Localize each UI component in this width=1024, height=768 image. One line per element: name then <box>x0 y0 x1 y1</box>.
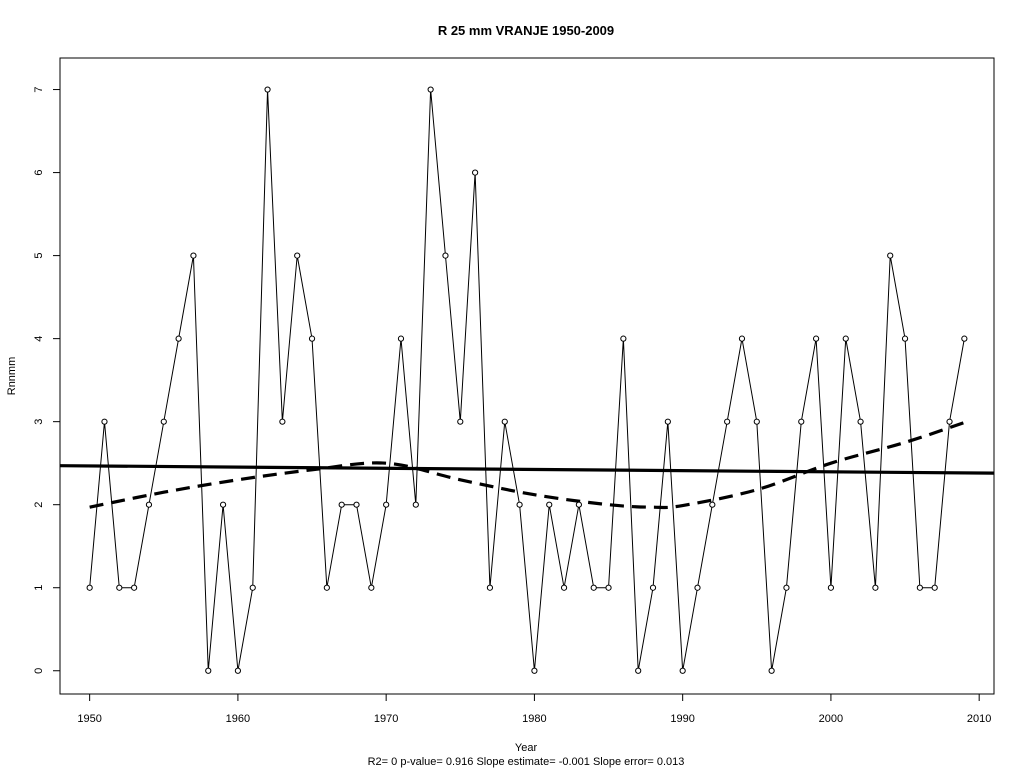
x-tick-label: 1960 <box>226 713 250 725</box>
y-tick-label: 6 <box>33 170 45 176</box>
linear-trend-line <box>59 464 995 475</box>
data-point <box>86 584 93 591</box>
x-axis: 1950 1960 1970 1980 1990 2000 2010 <box>77 694 991 725</box>
data-point <box>679 667 686 674</box>
data-point <box>205 667 212 674</box>
data-point <box>264 86 271 93</box>
x-tick-label: 1970 <box>374 713 398 725</box>
data-point <box>768 667 775 674</box>
x-tick-label: 1980 <box>522 713 546 725</box>
x-tick-label: 1990 <box>670 713 694 725</box>
chart-title: R 25 mm VRANJE 1950-2009 <box>438 23 614 38</box>
data-point <box>635 667 642 674</box>
linear-trend-series <box>59 464 995 475</box>
data-point <box>753 418 760 425</box>
x-tick-label: 2010 <box>967 713 991 725</box>
data-point <box>397 335 405 342</box>
data-point <box>383 501 390 508</box>
data-point <box>694 584 701 591</box>
smooth-trend-series <box>89 420 965 510</box>
data-point <box>442 252 449 259</box>
data-point <box>131 584 138 591</box>
data-point <box>931 584 938 591</box>
y-tick-label: 7 <box>33 86 45 92</box>
data-point <box>961 335 968 342</box>
data-point <box>294 252 301 259</box>
data-point <box>605 584 612 591</box>
data-point <box>190 252 197 259</box>
data-point <box>812 335 820 342</box>
data-point <box>620 335 627 342</box>
data-point <box>798 418 805 425</box>
data-point <box>724 418 731 425</box>
x-tick-label: 1950 <box>77 713 101 725</box>
y-tick-label: 0 <box>33 668 45 674</box>
data-point <box>234 667 242 674</box>
data-point <box>590 584 597 591</box>
smooth-trend-line <box>89 420 965 510</box>
data-point <box>575 501 582 508</box>
data-point <box>887 252 894 259</box>
data-point <box>916 584 923 591</box>
data-point <box>249 584 256 591</box>
data-point <box>308 335 316 342</box>
y-tick-label: 2 <box>33 502 45 508</box>
data-point <box>531 667 538 674</box>
data-point <box>546 501 553 508</box>
data-point <box>338 501 345 508</box>
data-point <box>279 418 286 425</box>
data-point <box>486 584 494 591</box>
data-point <box>368 584 375 591</box>
y-tick-label: 1 <box>33 585 45 591</box>
data-point <box>219 501 227 508</box>
annual-count-line <box>89 89 965 671</box>
x-axis-label: Year <box>515 742 538 754</box>
data-point <box>872 584 879 591</box>
data-point <box>457 418 464 425</box>
y-axis-label: Rnnmm <box>6 357 18 396</box>
y-tick-label: 5 <box>33 253 45 259</box>
x-tick-label: 2000 <box>819 713 843 725</box>
y-tick-label: 4 <box>33 336 45 342</box>
data-point <box>842 335 849 342</box>
data-point <box>116 584 123 591</box>
data-point <box>516 501 523 508</box>
data-point <box>946 418 953 425</box>
data-point <box>353 501 360 508</box>
data-point <box>649 584 657 591</box>
data-point <box>738 335 746 342</box>
data-point <box>560 584 568 591</box>
data-point <box>145 501 153 508</box>
data-point <box>857 418 864 425</box>
data-point <box>101 418 108 425</box>
annual-count-series <box>86 86 968 674</box>
data-point <box>472 169 479 176</box>
y-axis: 0 1 2 3 4 5 6 7 <box>33 86 60 674</box>
plot-frame <box>59 57 995 695</box>
data-point <box>901 335 909 342</box>
regression-footer: R2= 0 p-value= 0.916 Slope estimate= -0.… <box>368 756 685 768</box>
data-point <box>412 501 419 508</box>
data-point <box>501 418 508 425</box>
data-point <box>160 418 167 425</box>
data-point <box>175 335 182 342</box>
y-tick-label: 3 <box>33 419 45 425</box>
data-point <box>709 501 716 508</box>
data-point <box>827 584 835 591</box>
data-point <box>664 418 671 425</box>
data-point <box>783 584 790 591</box>
data-point <box>323 584 330 591</box>
data-point <box>427 86 434 93</box>
